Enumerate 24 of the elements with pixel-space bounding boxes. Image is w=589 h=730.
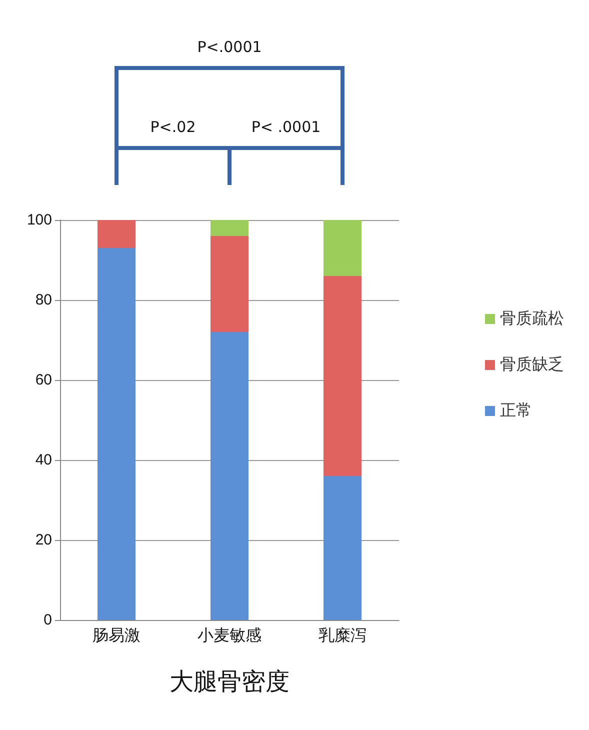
bar xyxy=(324,476,362,620)
x-tick-label: 乳糜泻 xyxy=(318,626,366,644)
legend-label: 骨质疏松 xyxy=(500,310,564,328)
y-tick-label: 80 xyxy=(35,292,52,308)
legend-label: 骨质缺乏 xyxy=(500,356,564,374)
bar xyxy=(210,236,248,332)
y-tick-label: 40 xyxy=(35,452,52,468)
bar xyxy=(324,220,362,276)
text: P<.02 xyxy=(150,118,196,136)
bar xyxy=(98,248,136,620)
bar xyxy=(210,220,248,236)
x-tick-label: 小麦敏感 xyxy=(198,626,262,644)
y-tick-label: 60 xyxy=(35,372,52,388)
legend-label: 正常 xyxy=(500,402,532,420)
text: P< .0001 xyxy=(251,118,321,136)
bar xyxy=(210,332,248,620)
bar xyxy=(324,276,362,476)
bar xyxy=(98,220,136,248)
y-tick-label: 0 xyxy=(44,612,52,628)
x-axis-title: 大腿骨密度 xyxy=(170,668,290,696)
text: P<.0001 xyxy=(197,38,262,56)
y-tick-label: 20 xyxy=(35,532,52,548)
y-tick-label: 100 xyxy=(26,212,52,228)
x-tick-label: 肠易激 xyxy=(92,628,140,644)
